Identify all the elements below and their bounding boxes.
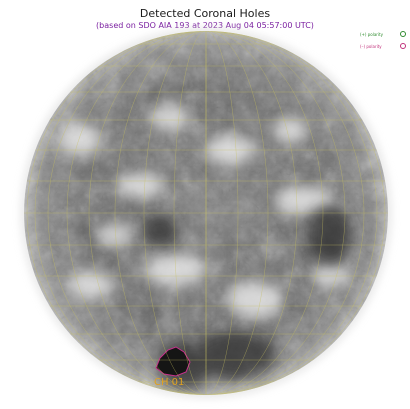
coronal-hole-label: CH 01 — [154, 377, 184, 388]
legend-label-negative: (–) polarity — [360, 43, 382, 49]
legend-label-positive: (+) polarity — [360, 31, 383, 37]
latlon-grid — [24, 31, 388, 395]
magenta-circle-icon — [400, 43, 406, 49]
legend-item-positive: (+) polarity — [360, 28, 406, 40]
green-circle-icon — [400, 31, 406, 37]
coronal-hole-outline — [155, 346, 191, 377]
page-subtitle: (based on SDO AIA 193 at 2023 Aug 04 05:… — [96, 21, 314, 30]
page-title: Detected Coronal Holes — [139, 7, 271, 20]
polarity-legend: (+) polarity (–) polarity — [360, 28, 406, 52]
legend-item-negative: (–) polarity — [360, 40, 406, 52]
